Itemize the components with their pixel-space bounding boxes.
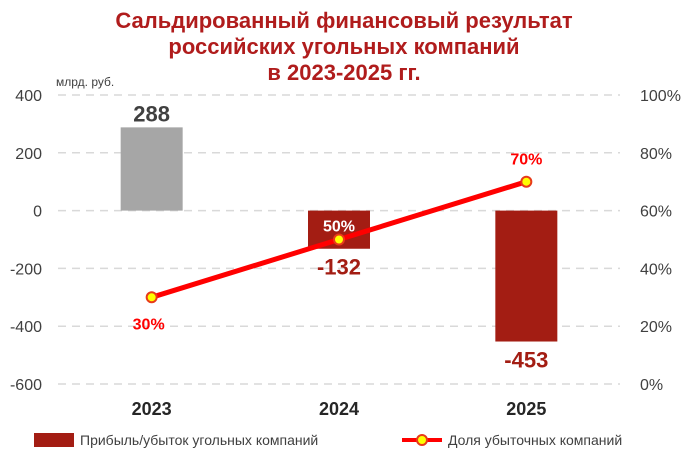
left-axis-tick: -600	[10, 377, 42, 394]
right-axis-tick: 40%	[640, 261, 672, 278]
legend-line-label: Доля убыточных компаний	[448, 432, 622, 448]
right-axis-tick: 20%	[640, 319, 672, 336]
left-axis-tick: 0	[33, 204, 42, 221]
line-point-label: 30%	[133, 316, 165, 333]
x-axis-category: 2023	[132, 399, 172, 419]
x-axis-category: 2025	[506, 399, 546, 419]
line-point-label: 70%	[510, 152, 542, 169]
left-axis-tick: 200	[15, 146, 42, 163]
bar-series: 288 -132 -453	[120, 101, 558, 373]
line-series: 30% 50% 70%	[133, 152, 543, 334]
legend-bar-swatch	[34, 433, 74, 447]
legend-line-marker	[416, 434, 428, 446]
chart-title: Сальдированный финансовый результат росс…	[0, 8, 688, 86]
chart-title-line-2: российских угольных компаний	[168, 34, 520, 59]
line-point-label: 50%	[323, 219, 355, 236]
x-axis-categories: 2023 2024 2025	[132, 399, 547, 419]
x-axis-category: 2024	[319, 399, 359, 419]
bar-value-label: 288	[133, 101, 170, 126]
right-axis-tick: 80%	[640, 146, 672, 163]
right-axis-tick: 0%	[640, 377, 663, 394]
bar	[120, 127, 183, 211]
bar	[495, 210, 558, 342]
line-point	[145, 291, 158, 304]
legend-bar-label: Прибыль/убыток угольных компаний	[80, 432, 318, 448]
right-axis: 100% 80% 60% 40% 20% 0%	[640, 88, 681, 394]
line-point	[333, 233, 345, 246]
legend: Прибыль/убыток угольных компаний Доля уб…	[34, 432, 622, 448]
bar-value-label: -453	[504, 348, 548, 373]
left-axis-unit-label: млрд. руб.	[56, 75, 114, 89]
left-axis-tick: 400	[15, 88, 42, 105]
bar-value-label: -132	[317, 255, 361, 280]
left-axis-tick: -200	[10, 261, 42, 278]
left-axis: 400 200 0 -200 -400 -600	[10, 88, 42, 394]
chart-title-line-1: Сальдированный финансовый результат	[115, 8, 573, 33]
right-axis-tick: 60%	[640, 204, 672, 221]
left-axis-tick: -400	[10, 319, 42, 336]
chart-title-line-3: в 2023-2025 гг.	[267, 60, 421, 85]
right-axis-tick: 100%	[640, 88, 681, 105]
line-point	[520, 175, 533, 188]
